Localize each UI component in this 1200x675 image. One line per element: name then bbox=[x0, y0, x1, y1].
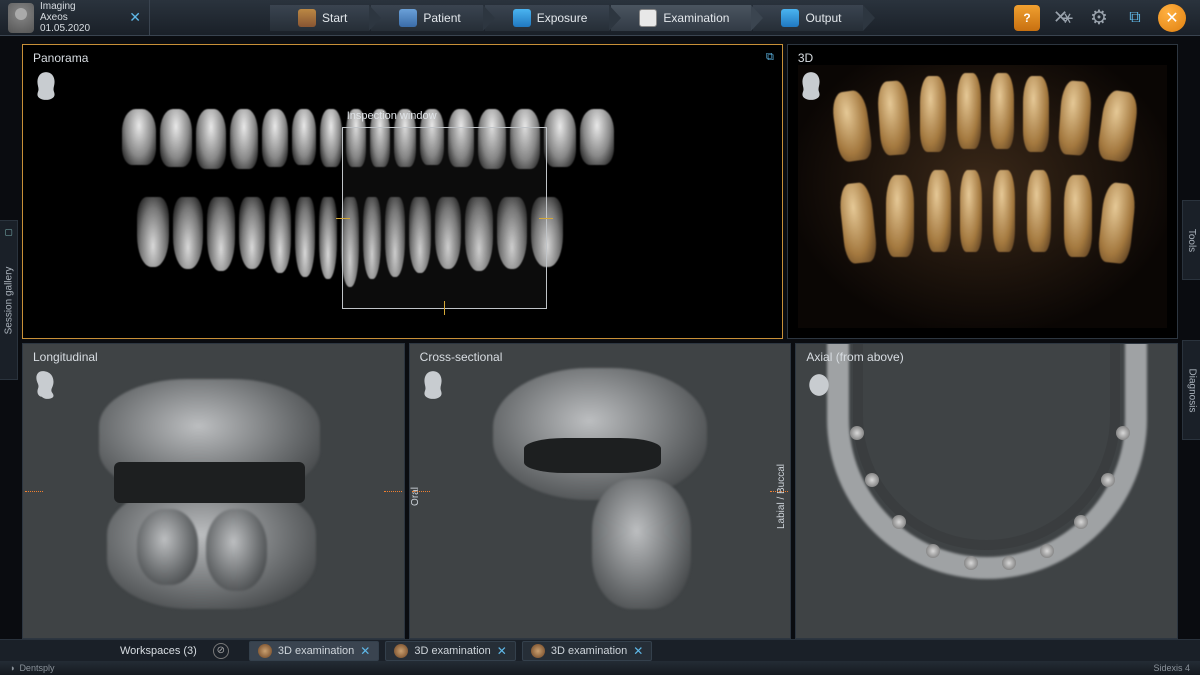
wf-output-label: Output bbox=[805, 11, 841, 25]
inspection-window-label: Inspection window bbox=[347, 110, 437, 122]
cross-sectional-pane[interactable]: Cross-sectional Oral Labial / Buccal bbox=[409, 343, 792, 639]
output-icon bbox=[781, 9, 799, 27]
session-gallery-rail[interactable]: ▢ Session gallery bbox=[0, 220, 18, 380]
orientation-labial-label: Labial / Buccal bbox=[776, 464, 787, 529]
patient-info-block[interactable]: Imaging Axeos 01.05.2020 ✕ bbox=[0, 0, 150, 35]
main-viewport-grid: Panorama ⧉ bbox=[22, 44, 1178, 639]
panorama-pane[interactable]: Panorama ⧉ bbox=[22, 44, 783, 339]
tools-button[interactable]: ✕⚹ bbox=[1050, 5, 1076, 31]
wf-patient-label: Patient bbox=[423, 11, 460, 25]
inspection-window[interactable]: Inspection window bbox=[342, 127, 547, 309]
close-icon: ✕ bbox=[1165, 8, 1178, 28]
longitudinal-title: Longitudinal bbox=[33, 350, 98, 364]
ruler-tick-right bbox=[770, 491, 788, 492]
workspace-thumb-icon bbox=[531, 644, 545, 658]
help-icon: ? bbox=[1023, 11, 1030, 25]
workspace-tab-2-label: 3D examination bbox=[551, 645, 627, 657]
wf-exam-label: Examination bbox=[663, 11, 729, 25]
patient-avatar-icon bbox=[8, 3, 34, 33]
diagnosis-rail-label: Diagnosis bbox=[1186, 368, 1197, 412]
diagnosis-rail[interactable]: Diagnosis bbox=[1182, 340, 1200, 440]
3d-title: 3D bbox=[798, 51, 813, 65]
brand-label: ◗ Dentsply bbox=[10, 663, 54, 673]
workspace-tab-1[interactable]: 3D examination ✕ bbox=[385, 641, 516, 661]
cross-image bbox=[410, 344, 791, 638]
brand-text: Dentsply bbox=[19, 663, 54, 673]
patient-close-icon[interactable]: ✕ bbox=[129, 9, 141, 26]
top-navbar: Imaging Axeos 01.05.2020 ✕ Start Patient… bbox=[0, 0, 1200, 36]
workflow-steps: Start Patient Exposure Examination Outpu… bbox=[150, 0, 1000, 35]
head-front-icon bbox=[420, 370, 446, 400]
head-front-icon bbox=[798, 71, 824, 101]
head-side-icon bbox=[33, 370, 59, 400]
3d-pane[interactable]: 3D bbox=[787, 44, 1178, 339]
workflow-step-patient[interactable]: Patient bbox=[371, 5, 482, 31]
workspace-tab-1-label: 3D examination bbox=[414, 645, 490, 657]
status-bar: ◗ Dentsply Sidexis 4 bbox=[0, 661, 1200, 675]
cross-title: Cross-sectional bbox=[420, 350, 503, 364]
axial-title: Axial (from above) bbox=[806, 350, 903, 364]
workspace-thumb-icon bbox=[394, 644, 408, 658]
axial-pane[interactable]: Axial (from above) bbox=[795, 343, 1178, 639]
app-close-button[interactable]: ✕ bbox=[1158, 4, 1186, 32]
patient-line1: Imaging bbox=[40, 1, 90, 12]
orientation-oral-label: Oral bbox=[410, 487, 421, 506]
patient-icon bbox=[399, 9, 417, 27]
workspaces-close-all-button[interactable]: ⊘ bbox=[213, 643, 229, 659]
panorama-title: Panorama bbox=[33, 51, 88, 65]
screen-button[interactable]: ⧉ bbox=[1122, 5, 1148, 31]
workflow-step-output[interactable]: Output bbox=[753, 5, 863, 31]
workspace-bar: Workspaces (3) ⊘ 3D examination ✕ 3D exa… bbox=[0, 639, 1200, 661]
3d-render-image bbox=[798, 65, 1167, 328]
exposure-icon bbox=[513, 9, 531, 27]
workflow-step-examination[interactable]: Examination bbox=[611, 5, 751, 31]
settings-button[interactable]: ⚙ bbox=[1086, 5, 1112, 31]
help-button[interactable]: ? bbox=[1014, 5, 1040, 31]
head-top-icon bbox=[806, 370, 832, 400]
workspace-tab-2[interactable]: 3D examination ✕ bbox=[522, 641, 653, 661]
panorama-image: Inspection window bbox=[23, 45, 782, 338]
tools-rail[interactable]: Tools bbox=[1182, 200, 1200, 280]
ruler-tick-left bbox=[412, 491, 430, 492]
workspace-tab-0-label: 3D examination bbox=[278, 645, 354, 657]
workflow-step-exposure[interactable]: Exposure bbox=[485, 5, 610, 31]
wf-start-label: Start bbox=[322, 11, 347, 25]
patient-date: 01.05.2020 bbox=[40, 23, 90, 34]
workspace-tab-close-icon[interactable]: ✕ bbox=[497, 644, 507, 658]
ruler-tick-right bbox=[384, 491, 402, 492]
examination-icon bbox=[639, 9, 657, 27]
head-front-icon bbox=[33, 71, 59, 101]
longitudinal-pane[interactable]: Longitudinal bbox=[22, 343, 405, 639]
longitudinal-image bbox=[23, 344, 404, 638]
ruler-tick-left bbox=[25, 491, 43, 492]
pin-icon: ▢ bbox=[3, 228, 14, 237]
workspaces-label: Workspaces (3) bbox=[110, 645, 207, 657]
home-icon bbox=[298, 9, 316, 27]
toolbar-right: ? ✕⚹ ⚙ ⧉ ✕ bbox=[1000, 0, 1200, 35]
axial-image bbox=[796, 344, 1177, 638]
workspace-thumb-icon bbox=[258, 644, 272, 658]
workspace-tab-0[interactable]: 3D examination ✕ bbox=[249, 641, 380, 661]
session-gallery-label: Session gallery bbox=[3, 266, 14, 334]
patient-text: Imaging Axeos 01.05.2020 bbox=[40, 1, 90, 34]
tools-rail-label: Tools bbox=[1186, 228, 1197, 251]
patient-line2: Axeos bbox=[40, 12, 90, 23]
workflow-step-start[interactable]: Start bbox=[270, 5, 369, 31]
brand-logo-icon: ◗ bbox=[10, 663, 15, 673]
workspace-tab-close-icon[interactable]: ✕ bbox=[360, 644, 370, 658]
pane-window-icon[interactable]: ⧉ bbox=[766, 51, 774, 64]
wf-exposure-label: Exposure bbox=[537, 11, 588, 25]
workspace-tab-close-icon[interactable]: ✕ bbox=[633, 644, 643, 658]
status-right: Sidexis 4 bbox=[1153, 663, 1190, 673]
